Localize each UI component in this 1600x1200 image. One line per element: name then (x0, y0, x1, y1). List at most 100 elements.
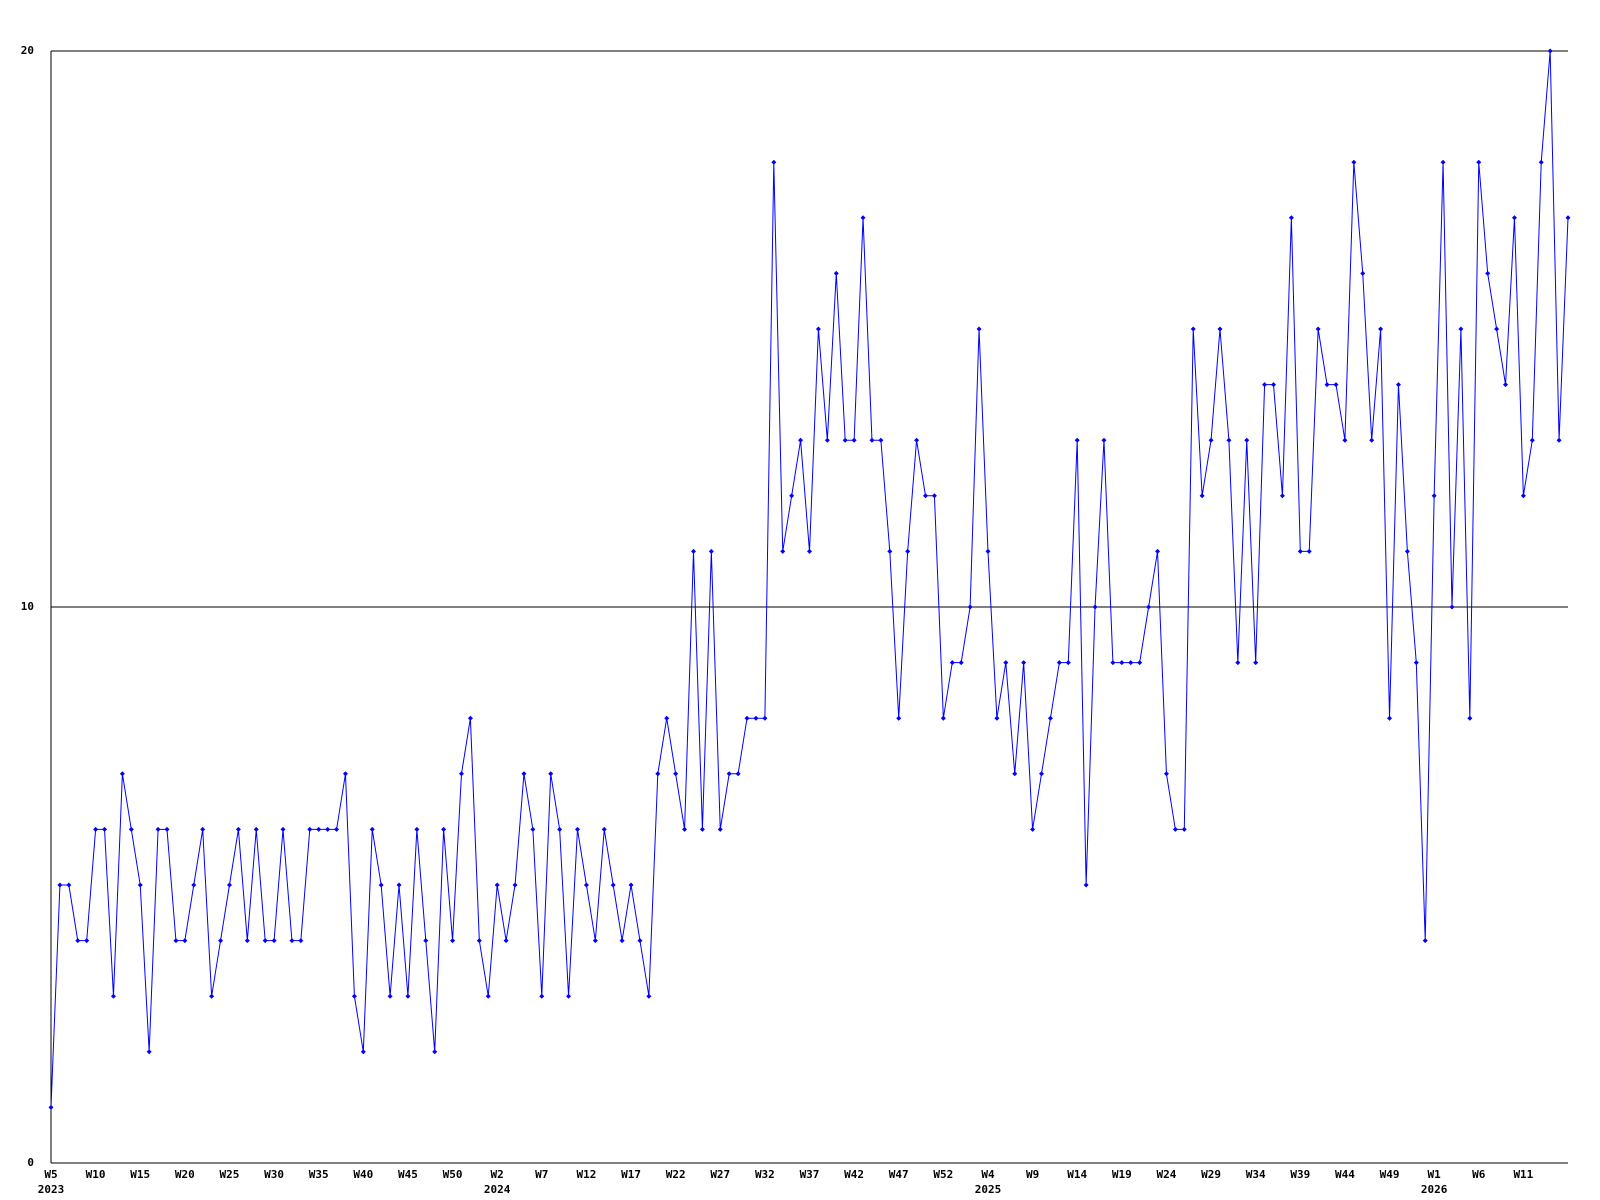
data-point (807, 548, 812, 554)
data-point (726, 771, 732, 777)
x-tick-label: W6 (1472, 1168, 1486, 1181)
data-point (1279, 493, 1285, 499)
data-point (1288, 215, 1294, 221)
data-point (699, 826, 705, 832)
x-tick-label: W24 (1157, 1168, 1177, 1181)
data-point (458, 771, 464, 777)
data-point (396, 882, 402, 888)
x-tick-label: W14 (1067, 1168, 1087, 1181)
data-point (824, 437, 830, 443)
x-tick-label: W17 (621, 1168, 641, 1181)
data-point (601, 826, 607, 832)
data-point (619, 938, 625, 944)
data-point (1119, 660, 1125, 666)
data-point (325, 826, 331, 832)
data-point (191, 882, 197, 888)
data-point (450, 938, 456, 944)
data-point (423, 938, 429, 944)
data-point (512, 882, 518, 888)
data-point (1306, 548, 1312, 554)
data-point (119, 771, 125, 777)
data-point (1458, 326, 1464, 332)
data-point (851, 437, 857, 443)
data-point (1083, 882, 1089, 888)
data-point (1003, 660, 1009, 666)
data-point (1262, 382, 1268, 388)
data-line (50, 50, 1569, 1108)
data-point (467, 715, 473, 721)
data-point (1137, 660, 1143, 666)
x-tick-label: W30 (264, 1168, 284, 1181)
data-point (128, 826, 134, 832)
data-point (1467, 715, 1473, 721)
data-point (869, 437, 875, 443)
data-point (842, 437, 848, 443)
data-point (985, 548, 991, 554)
data-point (735, 771, 741, 777)
data-point (1065, 660, 1071, 666)
data-point (1047, 715, 1053, 721)
data-point (860, 215, 866, 221)
data-point (280, 826, 286, 832)
x-tick-label: W50 (443, 1168, 463, 1181)
data-point (789, 493, 795, 499)
y-tick-label: 0 (27, 1156, 34, 1169)
data-point (530, 826, 536, 832)
data-point (1387, 715, 1393, 721)
data-point (1190, 326, 1196, 332)
data-point (1235, 660, 1241, 666)
data-point (173, 938, 179, 944)
data-point (833, 270, 839, 276)
x-tick-label: W4 (981, 1168, 995, 1181)
data-point (815, 326, 821, 332)
x-tick-label: W25 (220, 1168, 240, 1181)
data-point (1092, 604, 1098, 610)
data-point (1556, 437, 1562, 443)
data-point (102, 826, 108, 832)
data-point (218, 938, 224, 944)
x-tick-label: W44 (1335, 1168, 1355, 1181)
x-tick-label: W52 (933, 1168, 953, 1181)
data-point (1404, 548, 1410, 554)
data-point (717, 826, 723, 832)
data-point (1511, 215, 1517, 221)
data-point (1030, 826, 1036, 832)
x-tick-label: W35 (309, 1168, 329, 1181)
data-point (592, 938, 598, 944)
x-year-label: 2023 (38, 1183, 65, 1196)
data-point (378, 882, 384, 888)
data-point (1226, 437, 1232, 443)
data-point (1253, 660, 1259, 666)
data-point (1440, 159, 1446, 165)
data-point (351, 993, 357, 999)
data-point (164, 826, 170, 832)
data-point (93, 826, 99, 832)
x-tick-label: W10 (86, 1168, 106, 1181)
data-point (84, 938, 90, 944)
data-point (1360, 270, 1366, 276)
data-point (1217, 326, 1223, 332)
data-point (539, 993, 545, 999)
data-point (967, 604, 973, 610)
data-point (628, 882, 634, 888)
data-point (1056, 660, 1062, 666)
data-point (1297, 548, 1303, 554)
data-point (949, 660, 955, 666)
data-point (244, 938, 250, 944)
data-point (1012, 771, 1018, 777)
data-point (1422, 938, 1428, 944)
data-point (1565, 215, 1571, 221)
data-point (235, 826, 241, 832)
data-point (1163, 771, 1169, 777)
data-point (762, 715, 768, 721)
x-tick-label: W47 (889, 1168, 909, 1181)
data-point (66, 882, 72, 888)
data-point (1378, 326, 1384, 332)
x-tick-label: W27 (710, 1168, 730, 1181)
x-year-label: 2025 (975, 1183, 1002, 1196)
data-point (1172, 826, 1178, 832)
data-point (1021, 660, 1027, 666)
data-point (1074, 437, 1080, 443)
